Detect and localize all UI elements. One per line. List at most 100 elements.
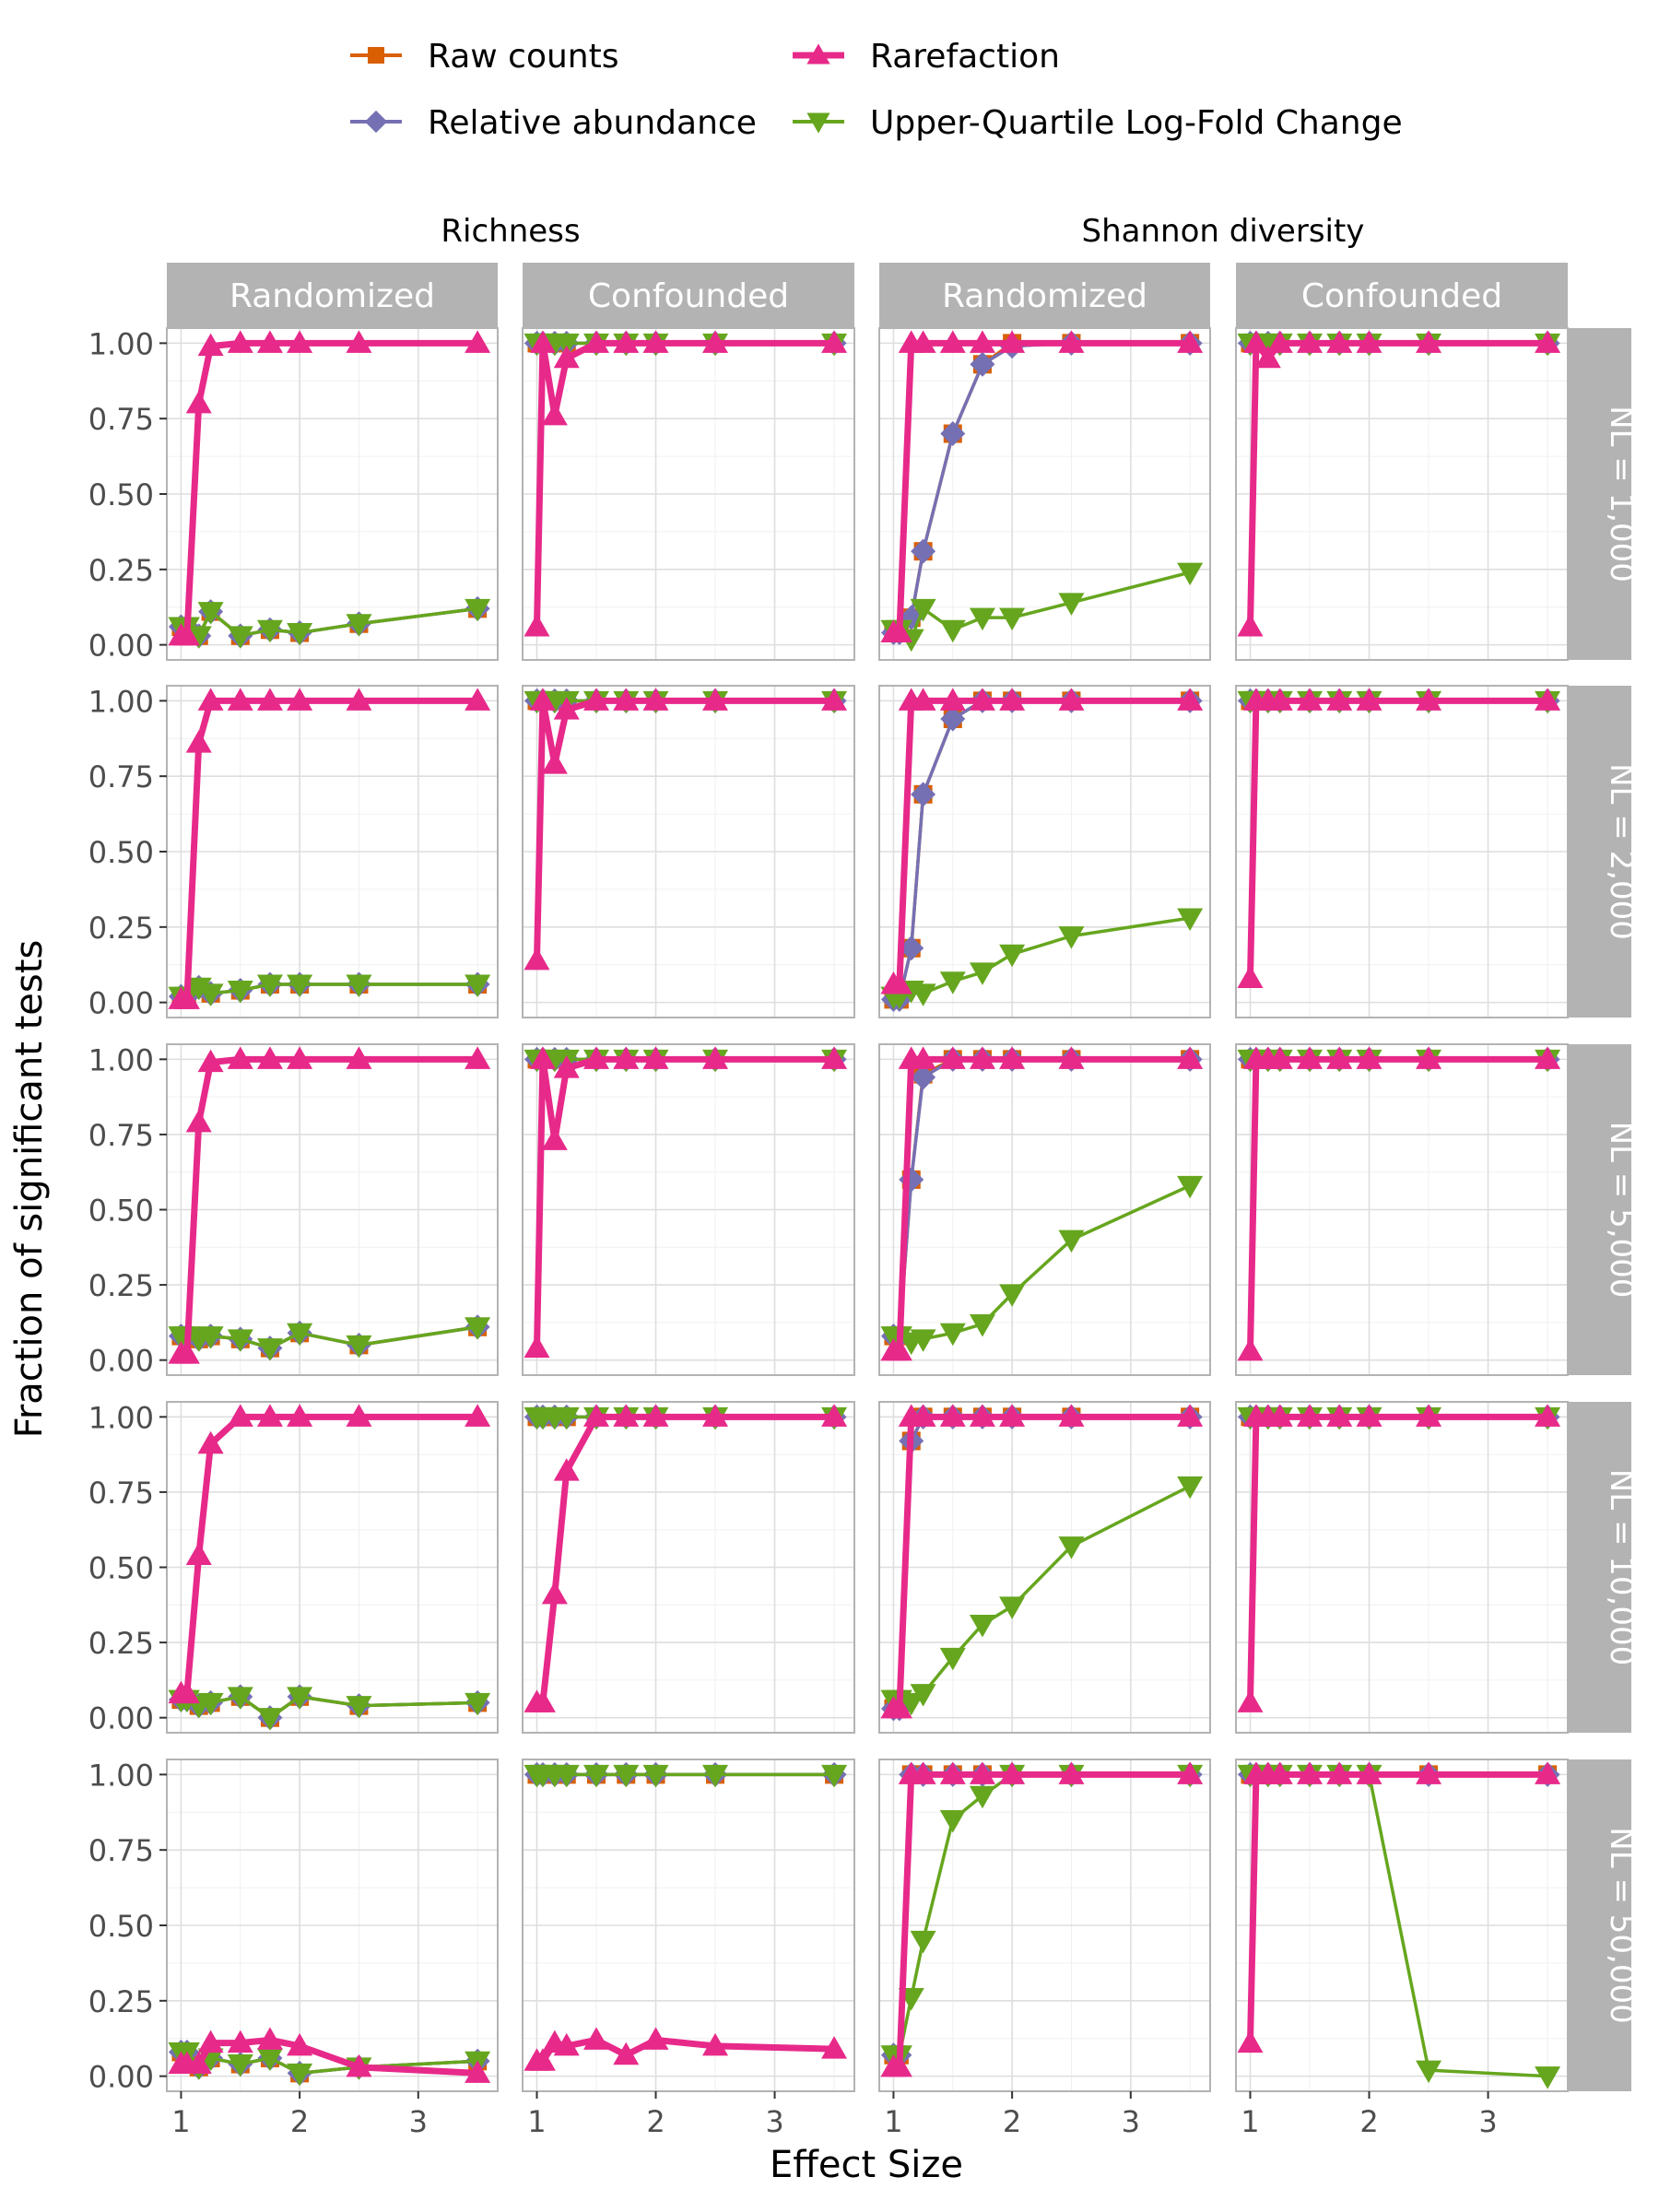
data-point	[1058, 1404, 1085, 1427]
legend-key-marker	[806, 112, 830, 134]
data-point	[1177, 330, 1204, 353]
data-point	[999, 1404, 1026, 1427]
strip-background	[1568, 1044, 1631, 1375]
data-point	[702, 2032, 729, 2056]
row-strip-5: ÑL = 50,000	[1568, 1759, 1640, 2091]
data-point	[583, 1404, 609, 1427]
panel-border	[878, 1043, 1211, 1376]
data-point	[969, 1615, 995, 1638]
data-point	[583, 1764, 609, 1788]
data-point	[173, 986, 200, 1009]
panel-r1-c4	[1235, 327, 1569, 661]
data-point	[553, 345, 580, 369]
data-point	[1326, 1404, 1353, 1427]
legend-label: Upper-Quartile Log-Fold Change	[870, 104, 1403, 142]
panel-r4-c3	[878, 1401, 1211, 1734]
data-point	[553, 2032, 580, 2056]
panel-border	[1235, 327, 1569, 661]
data-point	[939, 619, 966, 643]
data-point	[465, 598, 491, 622]
data-point	[821, 330, 848, 353]
x-tick-label: 2	[646, 2104, 665, 2139]
y-tick-label: 0.50	[88, 1551, 154, 1586]
data-point	[886, 971, 912, 994]
data-point	[702, 330, 729, 353]
data-point	[969, 962, 995, 985]
panel-r4-c4	[1235, 1401, 1569, 1734]
series-rarefaction	[1237, 1761, 1561, 2053]
x-tick-label: 2	[1003, 2104, 1021, 2139]
strip-background	[1236, 263, 1568, 328]
data-point	[197, 2030, 224, 2053]
data-point	[553, 1055, 580, 1078]
data-point	[197, 1430, 224, 1454]
panel-border	[522, 1759, 855, 2092]
data-point	[197, 602, 224, 625]
y-tick-label: 0.00	[88, 1701, 154, 1736]
data-point	[227, 626, 253, 649]
legend-key-marker	[806, 43, 830, 65]
data-point	[821, 1764, 848, 1788]
data-point	[287, 1404, 313, 1427]
data-point	[642, 688, 669, 711]
y-tick-label: 1.00	[88, 684, 154, 719]
data-point	[910, 1404, 936, 1427]
data-point	[910, 330, 936, 353]
data-point	[524, 1335, 550, 1359]
strip-label: ÑL = 5,000	[1603, 1122, 1640, 1299]
y-tick-label: 0.25	[88, 911, 154, 946]
data-point	[999, 330, 1026, 353]
panel-r1-c2	[522, 327, 855, 661]
data-point	[256, 2048, 283, 2071]
data-point	[613, 1046, 640, 1069]
data-point	[999, 607, 1026, 631]
series-rarefaction	[524, 1046, 848, 1359]
data-point	[702, 1046, 729, 1069]
data-point	[287, 1323, 313, 1347]
data-point	[287, 974, 313, 997]
data-point	[939, 1761, 966, 1784]
data-point	[886, 2053, 912, 2077]
data-point	[910, 1761, 936, 1784]
x-tick-label: 1	[1241, 2104, 1259, 2139]
data-point	[969, 1314, 995, 1337]
panel-grid: Richness Shannon diversity Randomized Confo…	[88, 213, 1640, 2139]
strip-background	[167, 263, 498, 328]
y-tick-label: 0.75	[88, 402, 154, 437]
data-point	[940, 421, 966, 447]
data-point	[1177, 1476, 1204, 1500]
data-point	[197, 1692, 224, 1716]
data-point	[346, 688, 372, 711]
panel-border	[878, 685, 1211, 1018]
strip-background	[879, 263, 1210, 328]
data-point	[1266, 330, 1293, 353]
data-point	[911, 782, 936, 807]
data-point	[999, 1596, 1026, 1619]
x-tick-label: 3	[765, 2104, 783, 2139]
data-point	[465, 1404, 491, 1427]
strip-background	[523, 263, 854, 328]
data-point	[553, 333, 580, 357]
data-point	[1177, 908, 1204, 931]
y-tick-label: 1.00	[88, 1400, 154, 1435]
data-point	[702, 1764, 729, 1788]
data-point	[1177, 1046, 1204, 1069]
data-point	[702, 688, 729, 711]
panel-border	[1235, 685, 1569, 1018]
column-strip-confounded: Confounded	[523, 263, 854, 328]
column-group-richness: Richness	[441, 213, 580, 250]
data-point	[1416, 688, 1442, 711]
data-point	[939, 688, 966, 711]
legend-label: Relative abundance	[428, 104, 757, 142]
panel-border	[522, 327, 855, 661]
data-point	[1177, 1175, 1204, 1199]
y-tick-label: 1.00	[88, 1758, 154, 1793]
data-point	[1254, 345, 1281, 369]
data-point	[911, 538, 936, 564]
data-point	[553, 1406, 580, 1430]
series-rarefaction	[524, 1404, 848, 1712]
data-point	[1237, 1689, 1264, 1712]
data-point	[1297, 688, 1323, 711]
data-point	[553, 1458, 580, 1481]
